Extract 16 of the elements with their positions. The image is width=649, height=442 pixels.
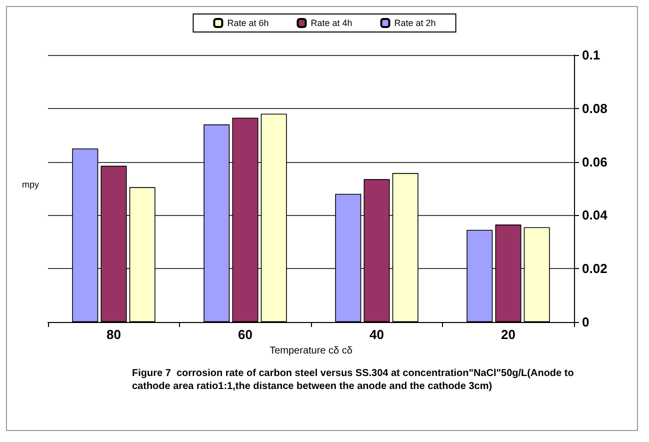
x-tick-label: 80 (106, 327, 121, 342)
y-tick-label: 0.06 (582, 154, 608, 170)
legend-label: Rate at 6h (227, 18, 269, 28)
y-tick-label: 0.04 (582, 208, 608, 223)
x-tick-label: 60 (238, 327, 252, 342)
y-tick-label: 0 (582, 314, 590, 330)
y-tick-label: 0.1 (582, 48, 600, 62)
legend-label: Rate at 2h (394, 18, 436, 28)
y-tick-label: 0.02 (582, 261, 608, 276)
x-tick-label: 20 (501, 327, 516, 342)
x-axis-title: Temperature cδ cδ (270, 345, 353, 356)
y-axis-title: mpy (22, 180, 40, 190)
legend-label: Rate at 4h (310, 18, 352, 28)
y-tick-label: 0.08 (582, 100, 608, 116)
x-tick-label: 40 (370, 327, 384, 342)
caption: Figure 7 corrosion rate of carbon steel versus SS.304 at concentration"NaCl"50g/L(Anode to cathode area ratio1:1,the distance between the anode and the cathode 3cm) (132, 368, 577, 392)
